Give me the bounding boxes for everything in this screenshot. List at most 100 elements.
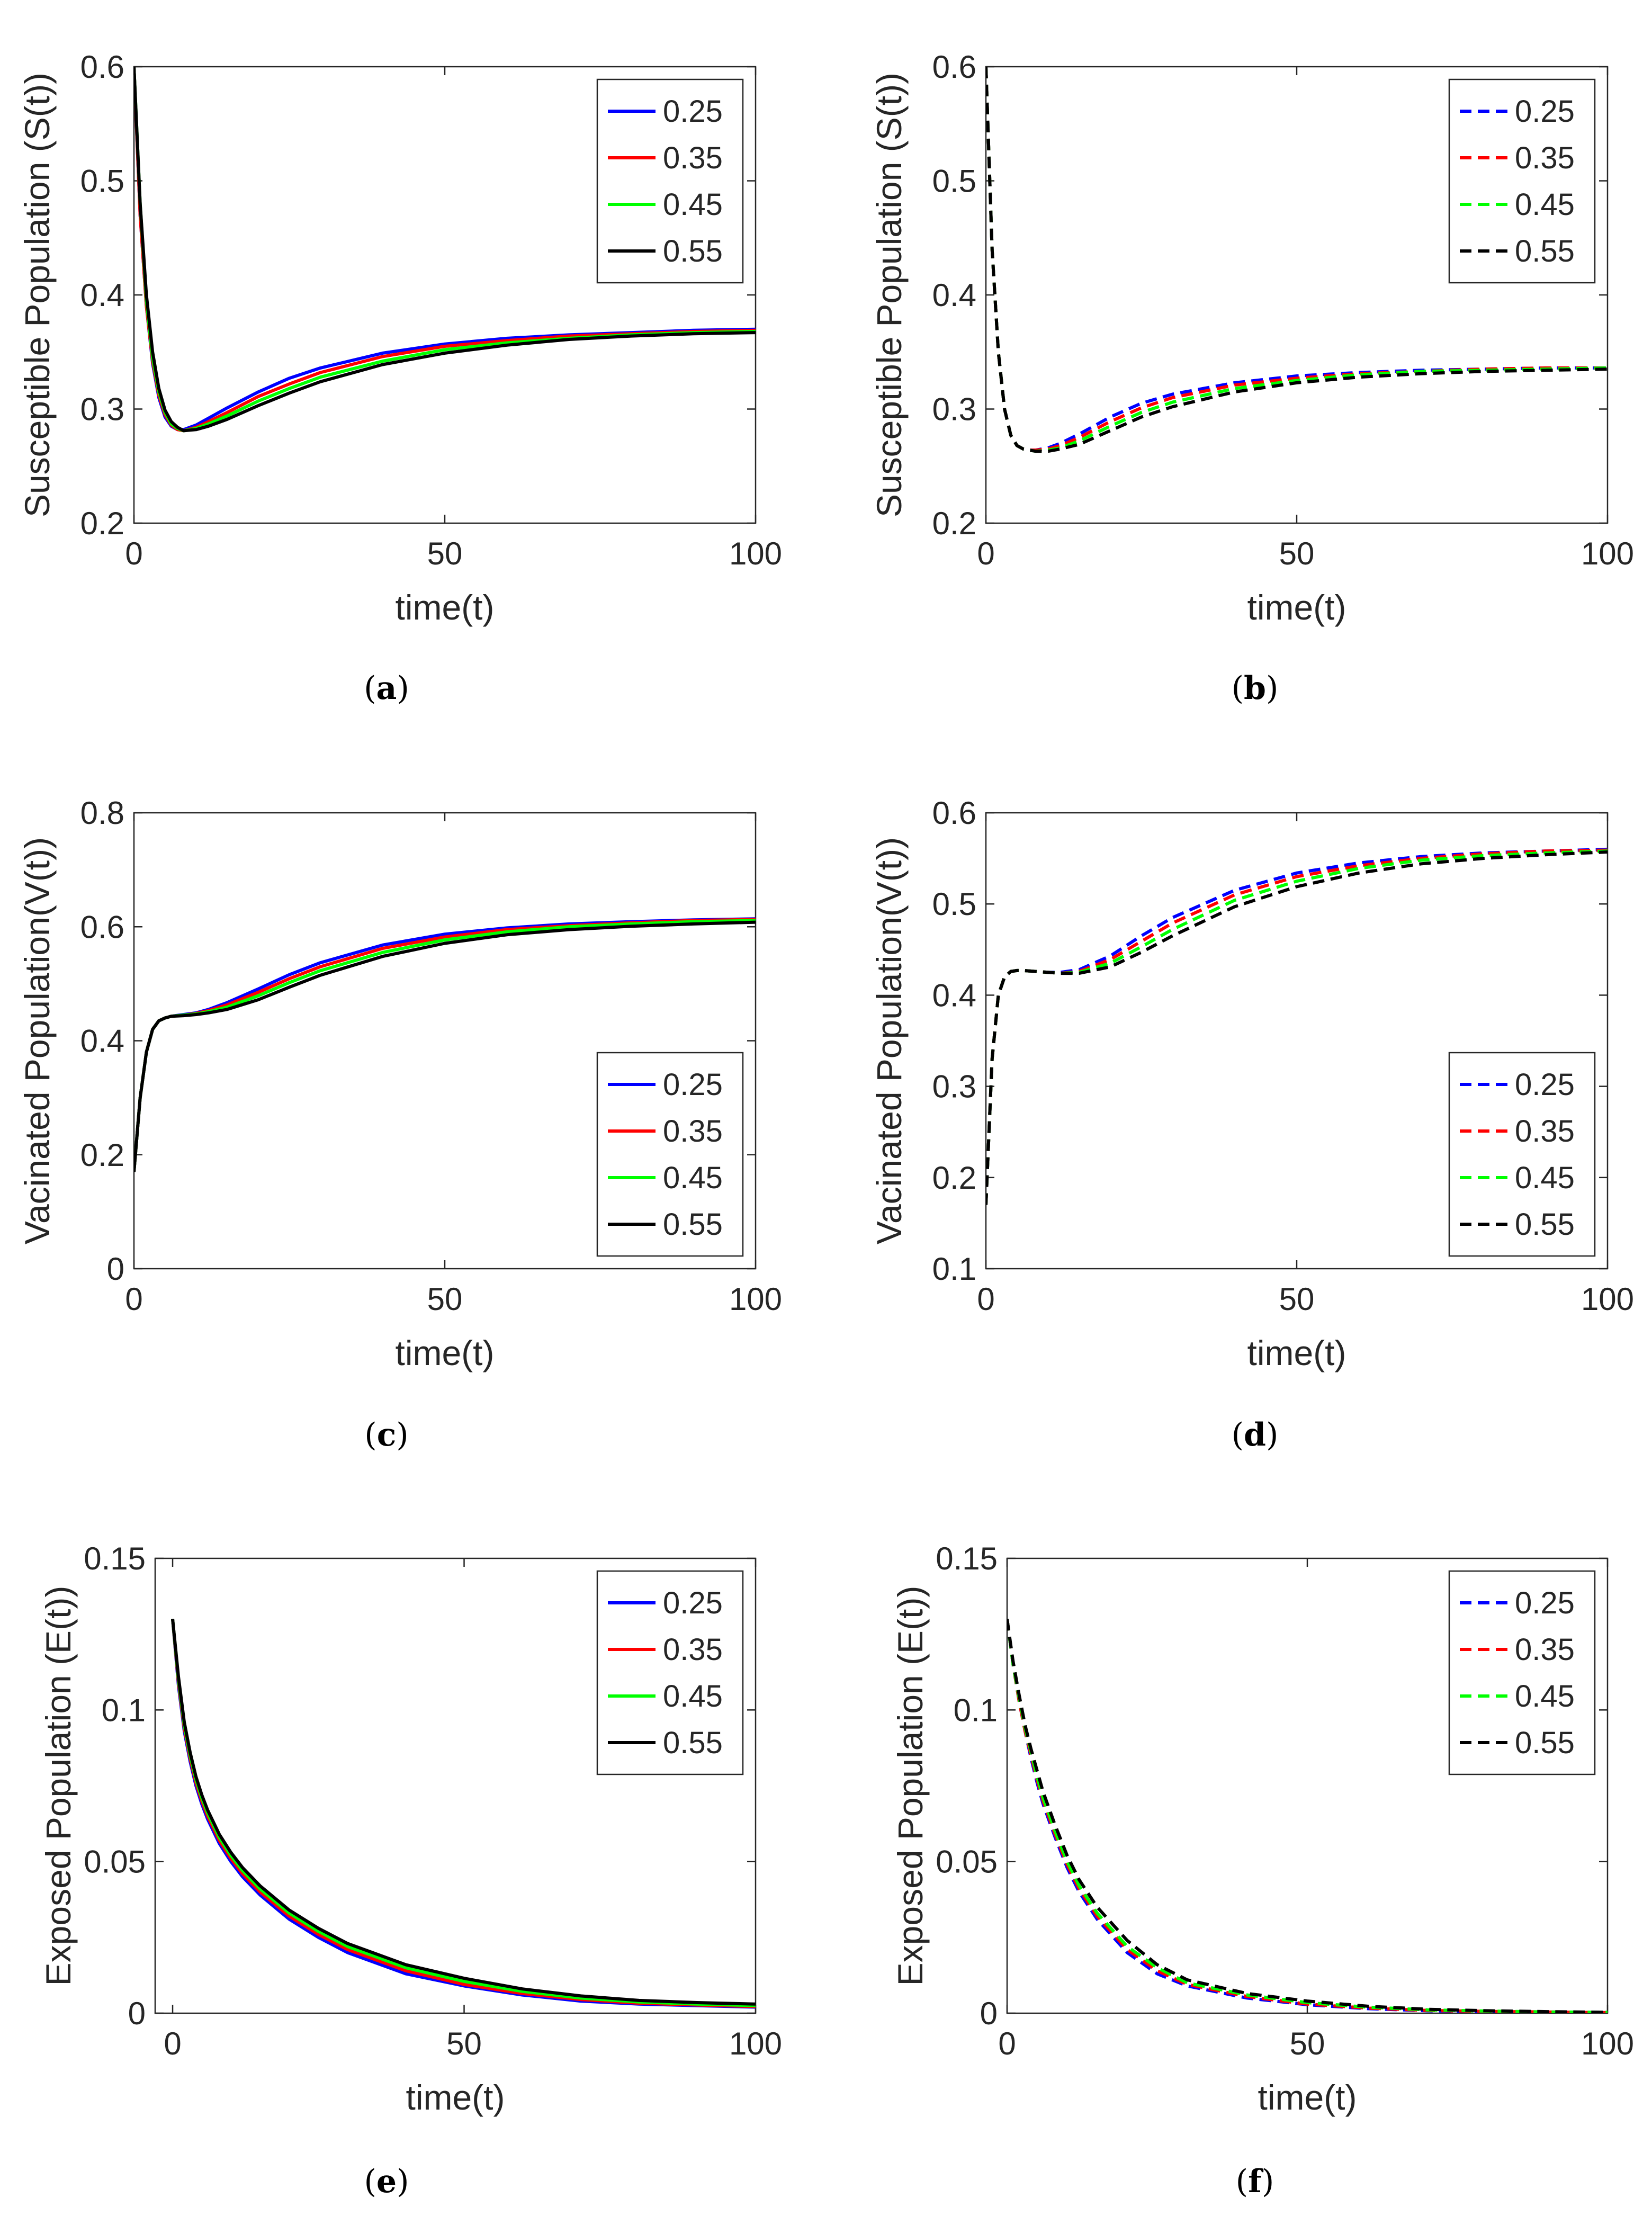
- y-tick-label: 0.2: [932, 506, 976, 541]
- y-tick-label: 0.15: [936, 1541, 998, 1576]
- x-tick-label: 50: [1279, 1281, 1315, 1317]
- legend-label: 0.45: [663, 187, 723, 222]
- y-tick-label: 0.1: [932, 1251, 976, 1287]
- y-tick-label: 0.1: [954, 1692, 998, 1728]
- chart-panel-e: 0 0.05 0.1 0.15 0 50 100 time(t) Exposed Populat…: [39, 1541, 782, 2200]
- legend-box: [1448, 1052, 1596, 1257]
- legend: 0.25 0.35 0.45 0.55: [1448, 1570, 1596, 1775]
- y-tick-label: 0: [128, 1996, 146, 2031]
- legend-label: 0.55: [1515, 234, 1575, 268]
- legend-label: 0.25: [663, 94, 723, 129]
- panel-caption: (a): [364, 670, 409, 707]
- y-tick-label: 0.4: [932, 977, 976, 1013]
- chart-panel-d: 0.1 0.2 0.3 0.4 0.5 0.6 0 50 100 time(t) Vacinated…: [869, 795, 1634, 1454]
- y-tick-label: 0.4: [932, 277, 976, 313]
- x-axis-label: time(t): [1247, 588, 1346, 627]
- legend-label: 0.55: [1515, 1726, 1575, 1760]
- y-tick-label: 0.4: [80, 277, 124, 313]
- series-group: [1007, 1619, 1608, 2013]
- panel-caption: (d): [1232, 1416, 1279, 1454]
- x-tick-label: 50: [427, 536, 463, 571]
- legend-label: 0.45: [663, 1161, 723, 1195]
- y-tick-label: 0.2: [80, 506, 124, 541]
- x-tick-label: 50: [446, 2026, 482, 2061]
- x-tick-label: 50: [1279, 536, 1315, 571]
- legend: 0.25 0.35 0.45 0.55: [596, 78, 744, 284]
- legend-label: 0.45: [1515, 1161, 1575, 1195]
- y-axis-label: Exposed Population (E(t)): [39, 1586, 78, 1986]
- legend-label: 0.35: [663, 1632, 723, 1667]
- panel-caption: (b): [1232, 670, 1279, 707]
- x-tick-label: 100: [1581, 1281, 1634, 1317]
- y-axis-label: Susceptible Population (S(t)): [869, 73, 909, 517]
- x-tick-label: 0: [977, 536, 994, 571]
- y-axis-label: Vacinated Population(V(t)): [17, 837, 57, 1244]
- x-axis-label: time(t): [396, 1333, 495, 1372]
- y-tick-label: 0.15: [84, 1541, 146, 1576]
- y-tick-label: 0: [107, 1251, 124, 1287]
- legend-box: [596, 78, 744, 284]
- y-tick-label: 0.3: [932, 392, 976, 427]
- y-tick-label: 0: [980, 1996, 998, 2031]
- legend-label: 0.45: [1515, 1679, 1575, 1713]
- legend-label: 0.35: [1515, 141, 1575, 175]
- legend-label: 0.55: [663, 234, 723, 268]
- y-tick-label: 0.05: [936, 1844, 998, 1880]
- legend: 0.25 0.35 0.45 0.55: [1448, 78, 1596, 284]
- x-tick-label: 0: [125, 1281, 142, 1317]
- series-line-0.55: [986, 67, 1608, 453]
- series-group: [134, 917, 756, 1172]
- y-tick-label: 0.3: [80, 392, 124, 427]
- legend-box: [596, 1052, 744, 1257]
- y-tick-label: 0.3: [932, 1069, 976, 1105]
- legend-label: 0.25: [1515, 1586, 1575, 1620]
- series-line-0.55: [1007, 1619, 1608, 2013]
- panel-caption: (f): [1236, 2163, 1274, 2200]
- y-tick-label: 0.5: [932, 164, 976, 199]
- series-line-0.55: [134, 920, 756, 1172]
- chart-panel-a: 0.2 0.3 0.4 0.5 0.6 0 50 100 time(t) Susceptible …: [17, 49, 782, 707]
- y-tick-label: 0.1: [102, 1692, 146, 1728]
- x-tick-label: 50: [427, 1281, 463, 1317]
- y-axis-label: Vacinated Population(V(t)): [869, 837, 909, 1244]
- legend-box: [1448, 78, 1596, 284]
- x-tick-label: 0: [125, 536, 142, 571]
- x-axis-label: time(t): [1258, 2078, 1357, 2117]
- y-tick-label: 0.6: [932, 795, 976, 831]
- y-tick-label: 0.2: [932, 1160, 976, 1196]
- legend-label: 0.35: [663, 1114, 723, 1149]
- x-tick-label: 100: [1581, 536, 1634, 571]
- x-tick-label: 100: [1581, 2026, 1634, 2061]
- y-tick-label: 0.5: [932, 886, 976, 922]
- x-tick-label: 100: [729, 1281, 782, 1317]
- y-tick-label: 0.6: [80, 49, 124, 85]
- legend-label: 0.25: [663, 1067, 723, 1102]
- x-axis-label: time(t): [396, 588, 495, 627]
- legend-label: 0.35: [1515, 1114, 1575, 1149]
- series-group: [986, 67, 1608, 453]
- x-tick-label: 50: [1290, 2026, 1325, 2061]
- y-tick-label: 0.8: [80, 795, 124, 831]
- y-axis-label: Exposed Population (E(t)): [891, 1586, 930, 1986]
- y-tick-label: 0.2: [80, 1137, 124, 1173]
- legend: 0.25 0.35 0.45 0.55: [596, 1570, 744, 1775]
- legend-box: [596, 1570, 744, 1775]
- chart-panel-b: 0.2 0.3 0.4 0.5 0.6 0 50 100 time(t) Susceptible …: [869, 49, 1634, 707]
- legend-label: 0.45: [663, 1679, 723, 1713]
- series-line-0.25: [986, 67, 1608, 452]
- x-axis-label: time(t): [1247, 1333, 1346, 1372]
- series-line-0.55: [134, 67, 756, 433]
- series-line-0.55: [171, 1619, 756, 2006]
- legend-label: 0.45: [1515, 187, 1575, 222]
- panel-caption: (c): [364, 1416, 408, 1454]
- series-line-0.45: [986, 67, 1608, 453]
- y-tick-label: 0.6: [80, 909, 124, 945]
- series-group: [134, 67, 756, 433]
- series-line-0.25: [986, 847, 1608, 1205]
- legend-label: 0.25: [663, 1586, 723, 1620]
- series-group: [171, 1619, 756, 2009]
- y-tick-label: 0.6: [932, 49, 976, 85]
- series-line-0.35: [1007, 1619, 1608, 2013]
- y-tick-label: 0.05: [84, 1844, 146, 1880]
- legend-box: [1448, 1570, 1596, 1775]
